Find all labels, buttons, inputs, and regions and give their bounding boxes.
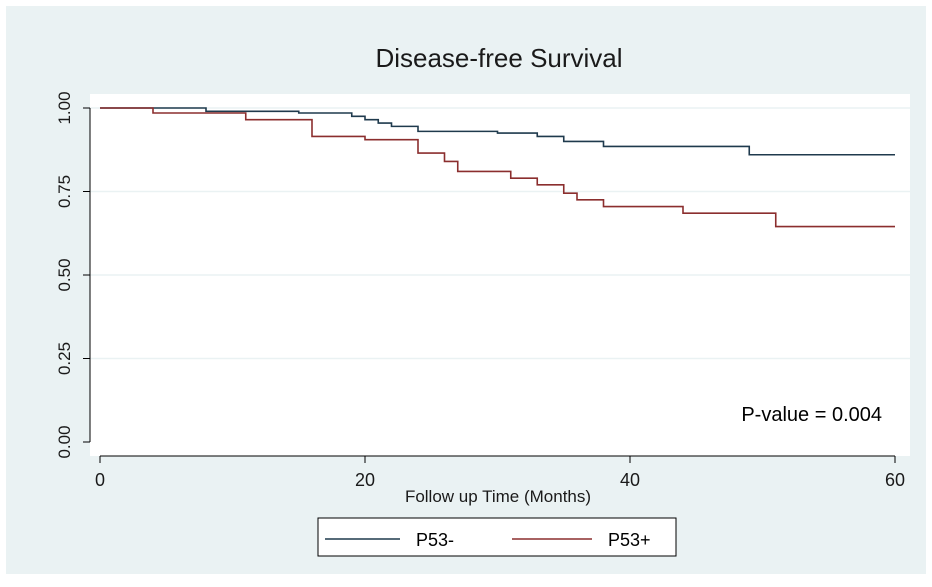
x-tick-label: 0 — [95, 470, 105, 490]
x-tick-label: 20 — [355, 470, 375, 490]
series-line-p53-positive — [100, 107, 895, 228]
y-tick-label: 0.00 — [55, 425, 74, 458]
chart-title: Disease-free Survival — [375, 43, 622, 73]
legend-label-p53-negative: P53- — [416, 530, 454, 550]
p-value-annotation: P-value = 0.004 — [741, 404, 882, 426]
legend: P53- P53+ — [317, 517, 677, 557]
legend-label-p53-positive: P53+ — [608, 530, 651, 550]
x-tick-label: 60 — [885, 470, 905, 490]
legend-box — [317, 517, 677, 557]
y-tick-label: 1.00 — [55, 91, 74, 124]
series-group — [100, 107, 895, 228]
x-tick-label: 40 — [620, 470, 640, 490]
y-tick-label: 0.25 — [55, 342, 74, 375]
grid-lines — [90, 107, 910, 360]
y-tick-label: 0.75 — [55, 175, 74, 208]
series-line-p53-negative — [100, 107, 895, 156]
y-tick-label: 0.50 — [55, 258, 74, 291]
axes: 0.00 0.25 0.50 0.75 1.00 0 20 40 60 — [55, 91, 905, 490]
x-axis-label: Follow up Time (Months) — [405, 487, 591, 506]
